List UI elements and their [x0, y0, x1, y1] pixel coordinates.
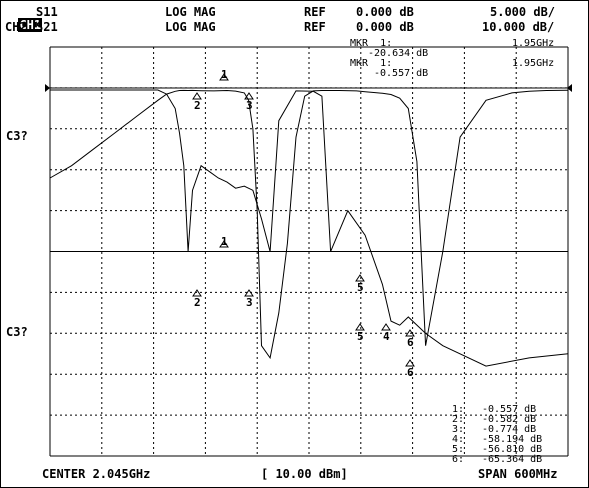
marker-number: 3 [246, 99, 253, 112]
ch2-label[interactable]: CH2 [5, 20, 27, 34]
ref-pointer-right-icon [567, 84, 572, 92]
mkr-readout-line3-label: MKR 1: [350, 58, 393, 69]
marker-table-value: -65.364 dB [482, 454, 543, 465]
marker-table-index: 1: [452, 404, 465, 415]
marker-number: 5 [357, 330, 364, 343]
mkr-readout-line1-label: MKR 1: [350, 38, 393, 49]
marker-number: 6 [407, 366, 414, 379]
marker-table-value: -0.774 dB [482, 424, 537, 435]
marker-table-index: 5: [452, 444, 465, 455]
ch1-param: S11 [36, 5, 58, 19]
ch1-format: LOG MAG [165, 5, 216, 19]
span-frequency: SPAN 600MHz [478, 467, 558, 481]
ch2-ref-value: 0.000 dB [356, 20, 414, 34]
center-frequency: CENTER 2.045GHz [42, 467, 151, 481]
mkr-readout-line4-value: -0.557 dB [374, 68, 429, 79]
marker-triangle-icon[interactable] [381, 323, 391, 331]
side-label-lower: C3? [6, 325, 28, 339]
marker-number: 6 [407, 336, 414, 349]
marker-triangle-icon[interactable] [192, 289, 202, 297]
mkr-readout-line1-value: 1.95GHz [512, 38, 555, 49]
ch2-param: S21 [36, 20, 58, 34]
marker-triangle-icon[interactable] [405, 359, 415, 367]
marker-table-index: 4: [452, 434, 465, 445]
marker-triangle-icon[interactable] [355, 323, 365, 331]
marker-triangle-icon[interactable] [219, 240, 229, 248]
marker-number: 4 [383, 330, 390, 343]
ch1-row: CH1 [4, 6, 43, 32]
marker-table-index: 6: [452, 454, 465, 465]
marker-table-index: 2: [452, 414, 465, 425]
marker-table-value: -56.810 dB [482, 444, 543, 455]
marker-triangle-icon[interactable] [192, 92, 202, 100]
graticule [49, 46, 569, 457]
ch2-ref-label: REF [304, 20, 326, 34]
s11-trace [50, 89, 569, 367]
marker-number: 1 [221, 68, 228, 81]
marker-number: 2 [194, 99, 201, 112]
mkr-readout-line2-value: -20.634 dB [368, 48, 429, 59]
marker-triangle-icon[interactable] [405, 329, 415, 337]
source-power: [ 10.00 dBm] [261, 467, 348, 481]
marker-number: 2 [194, 296, 201, 309]
side-label-upper: C3? [6, 129, 28, 143]
marker-table-value: -0.557 dB [482, 404, 537, 415]
ch1-ref-label: REF [304, 5, 326, 19]
ch1-ref-value: 0.000 dB [356, 5, 414, 19]
marker-number: 1 [221, 235, 228, 248]
marker-table-index: 3: [452, 424, 465, 435]
marker-number: 3 [246, 296, 253, 309]
markers: 1 2 3 1 2 3 5 5 4 6 6 [192, 68, 415, 379]
marker-triangle-icon[interactable] [355, 274, 365, 282]
marker-table-value: -58.194 dB [482, 434, 543, 445]
ch2-format: LOG MAG [165, 20, 216, 34]
ch1-scale: 5.000 dB/ [490, 5, 556, 19]
ch2-scale: 10.000 dB/ [482, 20, 555, 34]
mkr-readout-line3-value: 1.95GHz [512, 58, 555, 69]
ch1-label[interactable]: CH1 [18, 18, 43, 32]
marker-triangle-icon[interactable] [244, 92, 254, 100]
marker-triangle-icon[interactable] [219, 73, 229, 81]
ref-pointer-left-icon [45, 84, 50, 92]
marker-table-value: -0.582 dB [482, 414, 537, 425]
marker-number: 5 [357, 281, 364, 294]
marker-triangle-icon[interactable] [244, 289, 254, 297]
s21-trace [49, 89, 569, 360]
